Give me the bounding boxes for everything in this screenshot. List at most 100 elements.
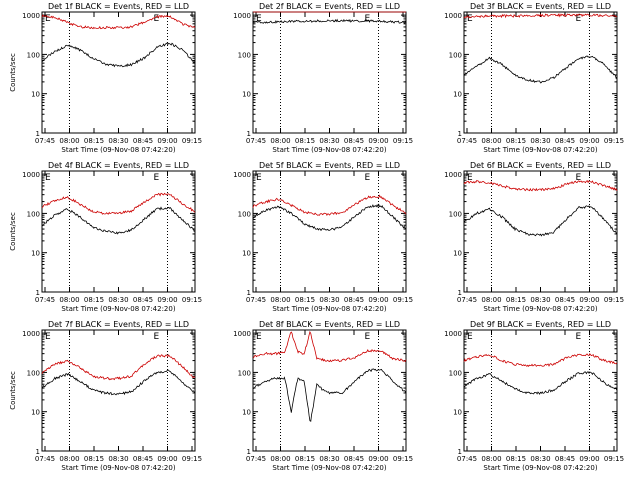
x-axis-label: Start Time (09-Nov-08 07:42:20) — [61, 464, 175, 472]
marker-label-start: E — [256, 332, 262, 342]
series-line-lld — [463, 179, 618, 192]
x-tick-label: 09:00 — [579, 137, 599, 145]
marker-label-end: E — [154, 173, 160, 183]
x-axis-label: Start Time (09-Nov-08 07:42:20) — [61, 305, 175, 313]
x-tick-label: 09:00 — [157, 455, 177, 463]
x-tick-label: 08:15 — [84, 455, 104, 463]
x-tick-label: 07:45 — [35, 296, 55, 304]
y-axis-label: Counts/sec — [9, 212, 17, 251]
x-tick-label: 09:15 — [393, 296, 413, 304]
y-tick-label: 1 — [458, 130, 462, 138]
x-tick-label: 08:45 — [133, 455, 153, 463]
x-tick-label: 08:30 — [530, 137, 550, 145]
x-axis-label: Start Time (09-Nov-08 07:42:20) — [272, 305, 386, 313]
y-tick-label: 100 — [238, 51, 251, 59]
marker-label-start: E — [45, 173, 51, 183]
x-tick-label: 08:30 — [530, 296, 550, 304]
y-tick-label: 100 — [27, 210, 40, 218]
plot-frame — [463, 11, 618, 134]
chart-panel-6: Det 6f BLACK = Events, RED = LLD Start Ti… — [444, 161, 624, 313]
y-tick-label: 10 — [453, 409, 462, 417]
marker-label-start: E — [45, 14, 51, 24]
x-tick-label: 08:00 — [270, 455, 290, 463]
series-line-events — [252, 203, 407, 232]
x-tick-label: 08:15 — [506, 137, 526, 145]
chart-panel-2: Det 2f BLACK = Events, RED = LLD Start Ti… — [233, 2, 413, 154]
x-tick-label: 09:00 — [157, 137, 177, 145]
y-tick-label: 100 — [27, 369, 40, 377]
plot-frame — [252, 11, 407, 134]
x-tick-label: 08:00 — [270, 296, 290, 304]
x-axis-label: Start Time (09-Nov-08 07:42:20) — [483, 464, 597, 472]
x-tick-label: 08:15 — [84, 137, 104, 145]
marker-label-end: E — [365, 173, 371, 183]
chart-title: Det 2f BLACK = Events, RED = LLD — [259, 2, 400, 11]
marker-label-end: E — [576, 14, 582, 24]
y-tick-label: 100 — [238, 369, 251, 377]
x-axis-label: Start Time (09-Nov-08 07:42:20) — [61, 146, 175, 154]
x-axis-label: Start Time (09-Nov-08 07:42:20) — [483, 305, 597, 313]
marker-label-start: E — [467, 173, 473, 183]
x-tick-label: 08:15 — [295, 296, 315, 304]
series-line-events — [41, 369, 196, 396]
plot-frame — [41, 11, 196, 134]
x-tick-label: 08:30 — [319, 296, 339, 304]
y-tick-label: 1000 — [444, 171, 462, 179]
y-tick-label: 1 — [247, 448, 251, 456]
x-tick-label: 08:30 — [319, 455, 339, 463]
x-tick-label: 09:15 — [604, 137, 624, 145]
series-line-lld — [252, 194, 407, 217]
x-tick-label: 08:15 — [295, 455, 315, 463]
x-tick-label: 09:15 — [182, 455, 202, 463]
x-tick-label: 09:15 — [393, 137, 413, 145]
x-tick-label: 08:30 — [108, 137, 128, 145]
y-tick-label: 10 — [242, 250, 251, 258]
x-tick-label: 08:45 — [133, 296, 153, 304]
marker-label-end: E — [365, 14, 371, 24]
x-tick-label: 09:00 — [368, 137, 388, 145]
chart-title: Det 5f BLACK = Events, RED = LLD — [259, 161, 400, 170]
x-tick-label: 07:45 — [246, 296, 266, 304]
x-tick-label: 08:15 — [295, 137, 315, 145]
plot-frame — [252, 170, 407, 293]
marker-label-end: E — [154, 14, 160, 24]
x-tick-label: 07:45 — [35, 137, 55, 145]
chart-title: Det 9f BLACK = Events, RED = LLD — [470, 320, 611, 329]
y-tick-label: 100 — [27, 51, 40, 59]
chart-panel-9: Det 9f BLACK = Events, RED = LLD Start Ti… — [444, 320, 624, 472]
y-tick-label: 10 — [453, 91, 462, 99]
y-tick-label: 1000 — [22, 330, 40, 338]
x-axis-label: Start Time (09-Nov-08 07:42:20) — [272, 146, 386, 154]
y-tick-label: 100 — [449, 369, 462, 377]
x-tick-label: 08:00 — [59, 137, 79, 145]
x-tick-label: 09:15 — [393, 455, 413, 463]
chart-panel-8: Det 8f BLACK = Events, RED = LLD Start Ti… — [233, 320, 413, 472]
chart-title: Det 4f BLACK = Events, RED = LLD — [48, 161, 189, 170]
x-tick-label: 07:45 — [35, 455, 55, 463]
marker-label-start: E — [45, 332, 51, 342]
series-line-events — [252, 18, 407, 25]
x-axis-label: Start Time (09-Nov-08 07:42:20) — [483, 146, 597, 154]
chart-panel-1: Det 1f BLACK = Events, RED = LLD Start Ti… — [9, 2, 202, 154]
y-tick-label: 10 — [453, 250, 462, 258]
series-line-events — [463, 205, 618, 237]
x-tick-label: 09:15 — [182, 137, 202, 145]
x-tick-label: 09:00 — [368, 296, 388, 304]
series-line-lld — [41, 192, 196, 215]
x-tick-label: 09:00 — [368, 455, 388, 463]
series-line-lld — [41, 354, 196, 381]
x-tick-label: 08:15 — [506, 455, 526, 463]
y-tick-label: 1000 — [444, 12, 462, 20]
plot-frame — [41, 329, 196, 452]
y-axis-label: Counts/sec — [9, 53, 17, 92]
x-tick-label: 08:30 — [530, 455, 550, 463]
marker-label-start: E — [256, 173, 262, 183]
x-tick-label: 08:45 — [344, 296, 364, 304]
y-tick-label: 1000 — [233, 330, 251, 338]
chart-title: Det 3f BLACK = Events, RED = LLD — [470, 2, 611, 11]
y-tick-label: 1000 — [233, 12, 251, 20]
y-tick-label: 10 — [31, 409, 40, 417]
plot-frame — [463, 329, 618, 452]
chart-title: Det 6f BLACK = Events, RED = LLD — [470, 161, 611, 170]
